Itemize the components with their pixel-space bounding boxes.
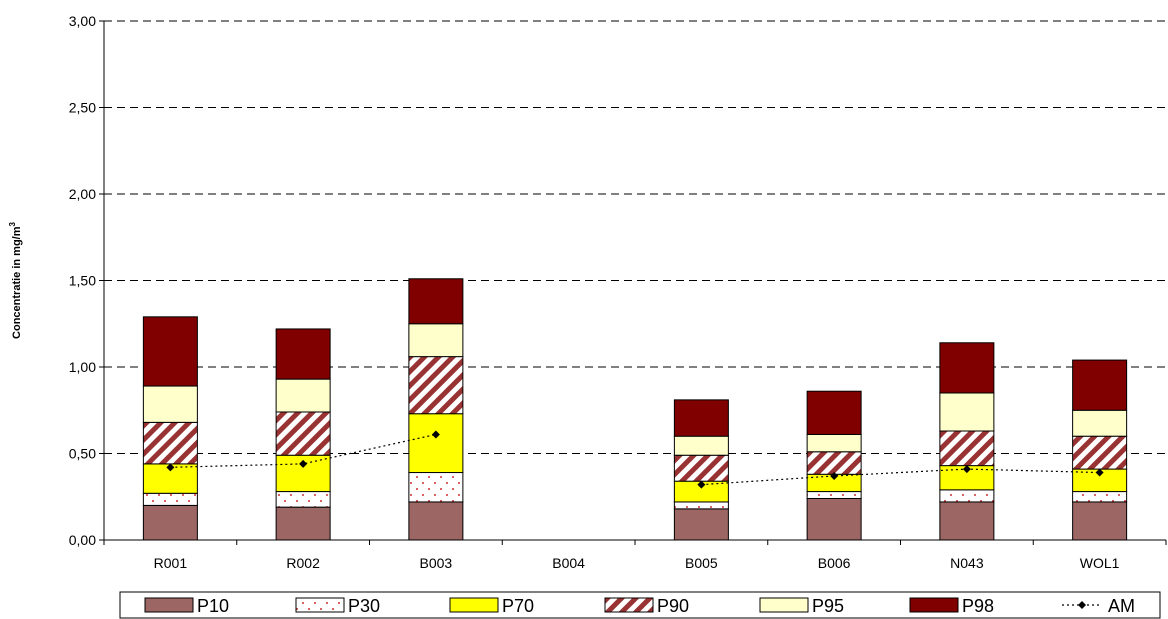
legend-label-p10: P10 — [197, 596, 229, 616]
y-axis-title: Concentratie in mg/m3 — [8, 221, 23, 338]
bar-p90-wol1 — [1072, 435, 1128, 470]
x-tick-label: B003 — [420, 555, 453, 571]
bar-p30-r001 — [142, 492, 198, 506]
x-tick-label: WOL1 — [1080, 555, 1120, 571]
legend-label-p30: P30 — [348, 596, 380, 616]
bar-p10-b005 — [673, 508, 729, 541]
bar-p90-n043 — [939, 430, 995, 467]
bar-p30-r002 — [275, 491, 331, 508]
bar-p10-r002 — [275, 506, 331, 541]
am-point-wol1 — [1095, 468, 1104, 477]
bar-p10-r001 — [142, 504, 198, 541]
am-point-b003 — [431, 430, 440, 439]
am-line-segment — [701, 468, 1100, 486]
bar-p95-r002 — [275, 378, 331, 413]
x-tick-label: B004 — [552, 555, 585, 571]
bar-p70-b003 — [408, 413, 464, 474]
bar-p98-b005 — [673, 399, 729, 437]
bar-p95-b006 — [806, 433, 862, 453]
bar-p30-n043 — [939, 489, 995, 503]
legend-swatch-p30 — [295, 597, 345, 613]
bar-p98-r001 — [142, 316, 198, 387]
am-point-b005 — [697, 480, 706, 489]
bar-p95-wol1 — [1072, 409, 1128, 437]
am-line — [166, 430, 1104, 489]
bar-p95-b003 — [408, 323, 464, 358]
y-tick-label: 2,50 — [69, 100, 96, 116]
bar-p95-n043 — [939, 392, 995, 432]
bar-p10-b003 — [408, 501, 464, 541]
bar-p98-n043 — [939, 342, 995, 394]
legend-swatch-p95 — [759, 597, 809, 613]
x-tick-label: B005 — [685, 555, 718, 571]
axes — [99, 20, 1167, 545]
legend-label-p90: P90 — [657, 596, 689, 616]
am-point-b006 — [830, 471, 839, 480]
gridlines — [104, 20, 1166, 454]
bar-p30-b003 — [408, 472, 464, 503]
y-axis-title-superscript: 3 — [8, 221, 17, 226]
bar-p10-wol1 — [1072, 501, 1128, 541]
labels: 0,00 0,50 1,00 1,50 2,00 2,50 3,00 R001 R002 B003… — [8, 13, 1120, 571]
bar-p90-b003 — [408, 356, 464, 415]
bar-p10-b006 — [806, 497, 862, 541]
y-axis-title-text: Concentratie in mg/m — [11, 226, 23, 339]
legend-swatch-p10 — [144, 597, 194, 613]
am-point-r002 — [299, 459, 308, 468]
bar-p95-r001 — [142, 385, 198, 423]
bars — [142, 278, 1128, 541]
legend-label-p70: P70 — [502, 596, 534, 616]
x-tick-label: N043 — [950, 555, 984, 571]
legend-label-p98: P98 — [962, 596, 994, 616]
bar-p10-n043 — [939, 501, 995, 541]
legend-marker-am — [1078, 601, 1086, 609]
y-tick-label: 2,00 — [69, 186, 96, 202]
bar-p98-b006 — [806, 390, 862, 435]
bar-p98-wol1 — [1072, 359, 1128, 411]
bar-p95-b005 — [673, 435, 729, 456]
legend-label-p95: P95 — [812, 596, 844, 616]
y-tick-label: 0,00 — [69, 532, 96, 548]
legend-label-am: AM — [1108, 596, 1135, 616]
y-tick-label: 3,00 — [69, 13, 96, 29]
bar-p90-r002 — [275, 411, 331, 456]
legend: P10 P30 P70 P90 P95 P98 AM — [119, 591, 1161, 619]
bar-p30-b006 — [806, 491, 862, 499]
bar-p90-b005 — [673, 454, 729, 482]
x-tick-label: R001 — [154, 555, 188, 571]
y-tick-label: 1,50 — [69, 273, 96, 289]
legend-swatch-p90 — [604, 597, 654, 613]
legend-swatch-p70 — [449, 597, 499, 613]
bar-p90-r001 — [142, 421, 198, 465]
y-tick-label: 1,00 — [69, 359, 96, 375]
bar-p98-r002 — [275, 328, 331, 380]
x-tick-label: B006 — [818, 555, 851, 571]
bar-p30-wol1 — [1072, 491, 1128, 503]
bar-p90-b006 — [806, 451, 862, 475]
bar-p30-b005 — [673, 501, 729, 510]
am-point-r001 — [166, 463, 175, 472]
bar-p98-b003 — [408, 278, 464, 325]
am-point-n043 — [962, 465, 971, 474]
y-tick-label: 0,50 — [69, 446, 96, 462]
legend-swatch-p98 — [909, 597, 959, 613]
x-tick-label: R002 — [286, 555, 320, 571]
